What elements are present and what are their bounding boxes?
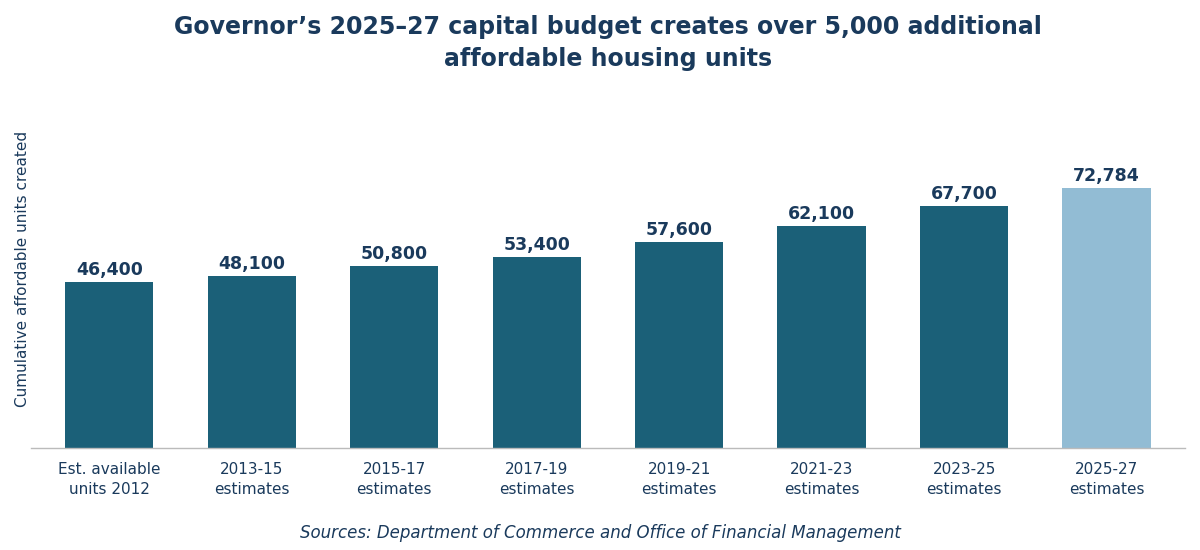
Text: 62,100: 62,100	[788, 205, 856, 223]
Text: Sources: Department of Commerce and Office of Financial Management: Sources: Department of Commerce and Offi…	[300, 524, 900, 542]
Bar	[350, 266, 438, 448]
Bar	[65, 282, 154, 448]
Text: 72,784: 72,784	[1073, 167, 1140, 185]
Text: 50,800: 50,800	[361, 245, 427, 263]
Text: 48,100: 48,100	[218, 255, 286, 273]
Text: 67,700: 67,700	[931, 185, 997, 203]
Bar	[778, 226, 866, 448]
Bar	[492, 257, 581, 448]
Text: 57,600: 57,600	[646, 221, 713, 239]
Bar	[920, 206, 1008, 448]
Text: 53,400: 53,400	[503, 236, 570, 254]
Bar	[208, 276, 296, 448]
Bar	[635, 242, 724, 448]
Text: 46,400: 46,400	[76, 261, 143, 279]
Y-axis label: Cumulative affordable units created: Cumulative affordable units created	[14, 131, 30, 407]
Title: Governor’s 2025–27 capital budget creates over 5,000 additional
affordable housi: Governor’s 2025–27 capital budget create…	[174, 15, 1042, 70]
Bar	[1062, 188, 1151, 448]
